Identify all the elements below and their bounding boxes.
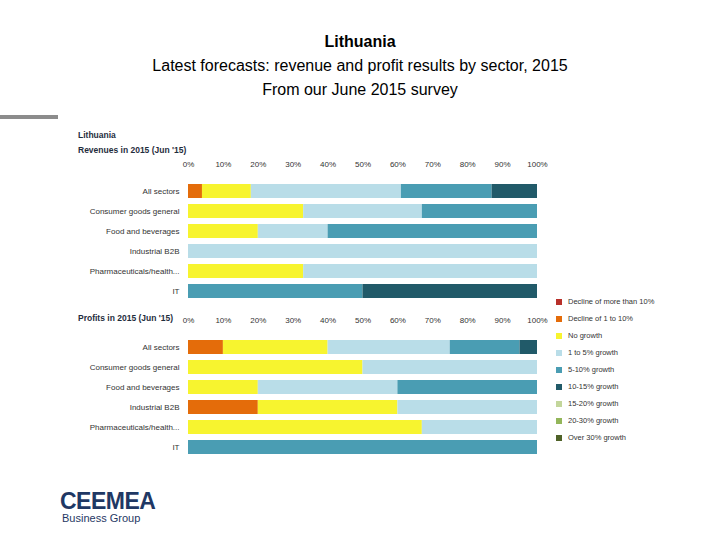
html-text:Decline of more than 10%: Decline of more than 10% [568, 297, 655, 306]
html-text:From our June 2015 survey: From our June 2015 survey [262, 81, 458, 98]
svg-text:Food and beverages: Food and beverages [106, 383, 179, 392]
svg-text:100%: 100% [527, 160, 547, 169]
svg-text:Food and beverages: Food and beverages [106, 227, 179, 236]
svg-text:30%: 30% [285, 316, 301, 325]
html-text:CEEMEA: CEEMEA [60, 488, 156, 514]
svg-text:Industrial B2B: Industrial B2B [130, 403, 180, 412]
svg-text:Industrial B2B: Industrial B2B [130, 247, 180, 256]
html-text:15-20% growth: 15-20% growth [568, 399, 619, 408]
html-text:Profits in 2015 (Jun '15): Profits in 2015 (Jun '15) [78, 313, 174, 323]
html-text:Latest forecasts: revenue and: Latest forecasts: revenue and profit res… [152, 57, 568, 74]
svg-text:0%: 0% [183, 160, 195, 169]
html-text:Over 30% growth: Over 30% growth [568, 433, 626, 442]
svg-text:Pharmaceuticals/health...: Pharmaceuticals/health... [90, 423, 180, 432]
html-text:Decline of 1 to 10%: Decline of 1 to 10% [568, 314, 633, 323]
svg-text:20%: 20% [250, 316, 266, 325]
html-text:Business Group: Business Group [62, 512, 141, 524]
svg-text:70%: 70% [425, 316, 441, 325]
svg-text:80%: 80% [460, 316, 476, 325]
svg-text:Consumer goods general: Consumer goods general [90, 207, 180, 216]
svg-text:All sectors: All sectors [143, 343, 180, 352]
svg-text:70%: 70% [425, 160, 441, 169]
svg-text:10%: 10% [215, 316, 231, 325]
svg-text:60%: 60% [390, 316, 406, 325]
svg-text:IT: IT [172, 443, 179, 452]
svg-text:Consumer goods general: Consumer goods general [90, 363, 180, 372]
svg-text:50%: 50% [355, 316, 371, 325]
html-text:5-10% growth: 5-10% growth [568, 365, 615, 374]
svg-text:Pharmaceuticals/health...: Pharmaceuticals/health... [90, 267, 180, 276]
svg-text:10%: 10% [215, 160, 231, 169]
svg-text:80%: 80% [460, 160, 476, 169]
svg-text:100%: 100% [527, 316, 547, 325]
svg-text:40%: 40% [320, 160, 336, 169]
html-text:10-15% growth: 10-15% growth [568, 382, 619, 391]
svg-text:90%: 90% [495, 316, 511, 325]
html-text:Lithuania: Lithuania [324, 33, 396, 50]
svg-text:All sectors: All sectors [143, 187, 180, 196]
svg-text:40%: 40% [320, 316, 336, 325]
html-text:No growth: No growth [568, 331, 603, 340]
svg-text:IT: IT [172, 287, 179, 296]
svg-text:50%: 50% [355, 160, 371, 169]
svg-text:60%: 60% [390, 160, 406, 169]
svg-text:0%: 0% [183, 316, 195, 325]
svg-text:90%: 90% [495, 160, 511, 169]
svg-text:30%: 30% [285, 160, 301, 169]
html-text:20-30% growth: 20-30% growth [568, 416, 619, 425]
svg-text:20%: 20% [250, 160, 266, 169]
html-text:1 to 5% growth: 1 to 5% growth [568, 348, 618, 357]
html-text:Revenues in 2015 (Jun '15): Revenues in 2015 (Jun '15) [78, 145, 187, 155]
html-text:Lithuania: Lithuania [78, 130, 116, 140]
